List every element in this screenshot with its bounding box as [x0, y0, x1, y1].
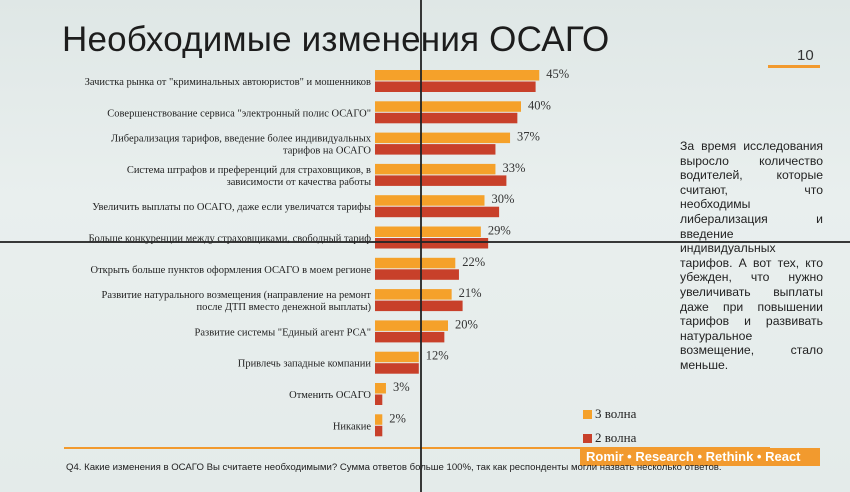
chart-legend: 3 волна 2 волна	[583, 402, 636, 450]
category-label: Совершенствование сервиса "электронный п…	[107, 108, 371, 119]
category-label: Развитие натурального возмещения (направ…	[102, 290, 372, 313]
category-label: Развитие системы "Единый агент РСА"	[195, 327, 371, 338]
legend-swatch-wave3	[583, 409, 592, 419]
bar-wave3	[375, 414, 383, 425]
page-number-underline	[768, 65, 820, 68]
brand-bar: Romir • Research • Rethink • React	[580, 448, 820, 466]
bar-group: Зачистка рынка от "криминальных автоюрис…	[85, 67, 569, 92]
bar-wave3	[375, 163, 496, 175]
category-label: Система штрафов и преференций для страхо…	[127, 165, 371, 188]
bar-group: Привлечь западные компании 12%	[238, 349, 449, 374]
bar-wave3	[375, 351, 419, 363]
category-label: Увеличить выплаты по ОСАГО, даже если ув…	[92, 202, 371, 213]
bar-wave2	[375, 175, 507, 186]
value-label: 29%	[488, 224, 511, 238]
value-label: 21%	[459, 286, 482, 300]
legend-item-wave3: 3 волна	[583, 402, 636, 426]
bar-wave3	[375, 226, 481, 237]
value-label: 22%	[462, 255, 485, 269]
bar-wave2	[375, 300, 463, 312]
category-label: Зачистка рынка от "криминальных автоюрис…	[85, 77, 371, 88]
bar-wave2	[375, 394, 383, 405]
value-label: 2%	[389, 411, 406, 425]
commentary-text: За время исследования выросло количество…	[680, 139, 823, 372]
bar-wave2	[375, 81, 536, 92]
bar-group: Отменить ОСАГО 3%	[289, 380, 410, 405]
bar-wave3	[375, 383, 386, 394]
page-number: 10	[797, 47, 814, 64]
bar-wave2	[375, 269, 459, 280]
question-footnote: Q4. Какие изменения в ОСАГО Вы считаете …	[66, 462, 722, 473]
value-label: 12%	[426, 349, 449, 363]
bar-wave3	[375, 320, 448, 331]
bar-wave2	[375, 206, 500, 218]
legend-label-wave2: 2 волна	[595, 430, 637, 445]
category-label: Больше конкуренции между страховщиками, …	[88, 234, 371, 245]
bar-wave2	[375, 331, 445, 343]
bar-group: Увеличить выплаты по ОСАГО, даже если ув…	[92, 192, 515, 218]
bar-group: Развитие системы "Единый агент РСА" 20%	[195, 317, 478, 343]
bar-wave2	[375, 112, 518, 124]
value-label: 30%	[492, 192, 515, 206]
bar-wave3	[375, 70, 540, 81]
value-label: 33%	[502, 161, 525, 175]
category-label: Отменить ОСАГО	[289, 390, 371, 401]
bar-group: Открыть больше пунктов оформления ОСАГО …	[91, 255, 485, 280]
value-label: 3%	[393, 380, 410, 394]
category-label: Привлечь западные компании	[238, 359, 372, 370]
value-label: 20%	[455, 317, 478, 331]
bottom-rule	[64, 447, 770, 449]
bar-wave2	[375, 363, 419, 374]
category-label: Никакие	[333, 421, 372, 432]
bar-wave3	[375, 132, 511, 144]
bar-group: Больше конкуренции между страховщиками, …	[88, 224, 511, 249]
bar-wave3	[375, 289, 452, 300]
projection-divider-horizontal	[0, 241, 850, 243]
legend-swatch-wave2	[583, 433, 592, 443]
value-label: 37%	[517, 130, 540, 144]
bar-group: Либерализация тарифов, введение более ин…	[111, 130, 540, 157]
projection-divider-vertical	[420, 0, 422, 492]
legend-label-wave3: 3 волна	[595, 406, 637, 421]
bar-group: Совершенствование сервиса "электронный п…	[107, 98, 551, 124]
bar-wave2	[375, 238, 489, 249]
bar-wave3	[375, 195, 485, 206]
bar-group: Развитие натурального возмещения (направ…	[102, 286, 482, 313]
bar-wave3	[375, 101, 521, 112]
bar-group: Никакие 2%	[333, 411, 406, 437]
value-label: 45%	[546, 67, 569, 81]
bar-wave2	[375, 425, 383, 437]
bar-wave2	[375, 144, 496, 155]
slide-title: Необходимые изменения ОСАГО	[62, 20, 610, 59]
value-label: 40%	[528, 98, 551, 112]
category-label: Либерализация тарифов, введение более ин…	[111, 134, 372, 157]
bar-group: Система штрафов и преференций для страхо…	[127, 161, 526, 188]
legend-item-wave2: 2 волна	[583, 426, 636, 450]
category-label: Открыть больше пунктов оформления ОСАГО …	[91, 265, 372, 276]
bar-wave3	[375, 257, 456, 269]
